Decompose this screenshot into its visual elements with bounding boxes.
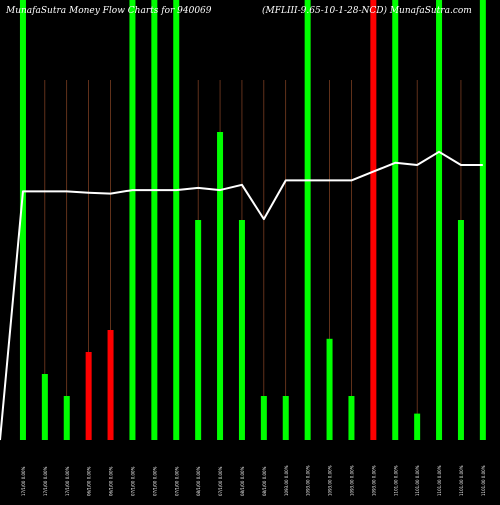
bar	[392, 0, 399, 440]
bar	[85, 352, 92, 440]
x-tick-label: 1101.00 0.00%	[415, 465, 420, 496]
bar	[41, 374, 48, 440]
bar	[19, 0, 26, 440]
x-tick-label: 07/1/00 0.00%	[130, 466, 135, 496]
bar	[326, 338, 333, 440]
x-tick-label: 1093.00 0.00%	[349, 465, 354, 496]
bar	[173, 0, 180, 440]
bar	[414, 413, 421, 440]
bar	[217, 132, 224, 440]
x-tick-label: 06/1/00 0.00%	[109, 466, 114, 496]
bar	[151, 0, 158, 440]
bar	[457, 220, 464, 440]
bar	[348, 396, 355, 440]
x-tick-label: 1093.00 0.00%	[284, 465, 289, 496]
bar	[304, 0, 311, 440]
x-tick-label: 1101.00 0.00%	[459, 465, 464, 496]
divider-lines	[22, 80, 484, 440]
x-tick-label: 07/1/00 0.00%	[218, 466, 223, 496]
x-tick-label: 17/1/00 0.00%	[21, 466, 26, 496]
x-tick-label: 17/1/00 0.00%	[65, 466, 70, 496]
bar	[129, 0, 136, 440]
x-tick-label: 1101.00 0.00%	[437, 465, 442, 496]
bar	[195, 220, 202, 440]
x-tick-label: 1093.00 0.00%	[328, 465, 333, 496]
chart-title: MunafaSutra Money Flow Charts for 940069…	[0, 6, 500, 26]
bars	[19, 0, 486, 440]
x-tick-label: 07/1/00 0.00%	[152, 466, 157, 496]
bar	[238, 220, 245, 440]
chart-title-right: (MFLIII-9.65-10-1-28-NCD) MunafaSutra.co…	[262, 6, 472, 16]
money-flow-line-layer	[0, 150, 483, 441]
bar	[282, 396, 289, 440]
bar	[479, 0, 486, 440]
x-tick-label: 1101.00 0.00%	[481, 465, 486, 496]
x-tick-label: 08/1/00 0.00%	[240, 466, 245, 496]
bar	[370, 0, 377, 440]
x-tick-label: 1093.00 0.00%	[371, 465, 376, 496]
x-tick-label: 1101.00 0.00%	[393, 465, 398, 496]
bar	[436, 0, 443, 440]
bar	[107, 330, 114, 440]
x-tick-label: 1093.00 0.00%	[306, 465, 311, 496]
bar	[260, 396, 267, 440]
x-tick-label: 17/1/00 0.00%	[43, 466, 48, 496]
x-tick-label: 08/1/00 0.00%	[262, 466, 267, 496]
x-tick-label: 08/1/00 0.00%	[196, 466, 201, 496]
x-tick-label: 06/1/00 0.00%	[87, 466, 92, 496]
x-tick-labels: 17/1/00 0.00% 17/1/00 0.00% 17/1/00 0.00% 0…	[21, 465, 486, 496]
money-flow-line	[0, 150, 483, 441]
bar	[63, 396, 70, 440]
chart-title-left: MunafaSutra Money Flow Charts for 940069	[6, 6, 212, 16]
x-tick-label: 07/1/00 0.00%	[174, 466, 179, 496]
